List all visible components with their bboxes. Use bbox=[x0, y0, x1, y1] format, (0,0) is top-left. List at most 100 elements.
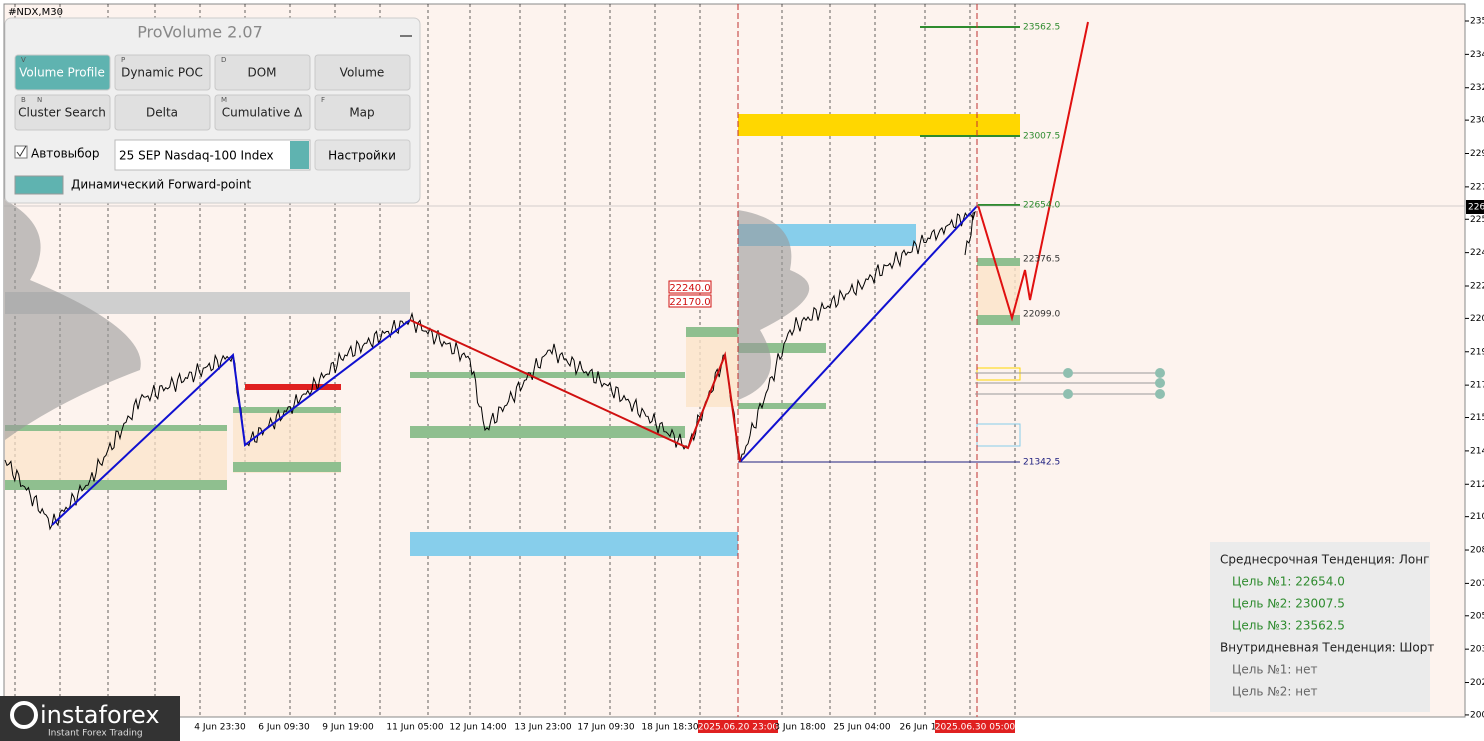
zone bbox=[410, 372, 685, 378]
tool-button-label: Cluster Search bbox=[18, 106, 106, 120]
time-tick-label: 17 Jun 09:30 bbox=[577, 723, 634, 733]
time-tick-label: 13 Jun 23:00 bbox=[514, 723, 571, 733]
hotkey: V bbox=[21, 56, 26, 64]
zone bbox=[738, 114, 1020, 136]
time-tick-label: 11 Jun 05:00 bbox=[386, 723, 443, 733]
info-line: Среднесрочная Тенденция: Лонг bbox=[1220, 553, 1429, 567]
zone bbox=[5, 425, 227, 431]
price-line bbox=[4, 210, 976, 531]
toggle[interactable] bbox=[14, 175, 64, 195]
time-tick-label: 26 Jun 1 bbox=[900, 723, 937, 733]
price-tick-label: 21069.0 bbox=[1470, 512, 1484, 522]
time-tick-label: 18 Jun 18:30 bbox=[641, 723, 698, 733]
time-tick-label: 4 Jun 23:30 bbox=[194, 723, 246, 733]
info-line: Цель №2: нет bbox=[1232, 685, 1317, 699]
price-tick-label: 23089.0 bbox=[1470, 116, 1484, 126]
symbol: #NDX,M30 bbox=[8, 7, 63, 18]
level-box bbox=[668, 294, 712, 308]
time-tick-label: 2025.06.20 23:00 bbox=[698, 723, 779, 733]
price-tick-label: 22584.0 bbox=[1470, 215, 1484, 225]
time-tick-label: 12 Jun 14:00 bbox=[449, 723, 506, 733]
price-tick-label: 22079.0 bbox=[1470, 314, 1484, 324]
tool-button[interactable] bbox=[314, 54, 411, 91]
price-tick-label: 21739.0 bbox=[1470, 381, 1484, 391]
tool-button-label: DOM bbox=[247, 66, 276, 80]
info-line: Цель №2: 23007.5 bbox=[1232, 597, 1345, 611]
hotkey: N bbox=[37, 96, 42, 104]
zone bbox=[5, 292, 410, 314]
hotkey: B bbox=[21, 96, 26, 104]
tool-button-label: Dynamic POC bbox=[121, 66, 203, 80]
zone bbox=[686, 327, 738, 407]
zone bbox=[977, 258, 1020, 266]
volume-profile bbox=[738, 210, 810, 400]
level-label: 21342.5 bbox=[1023, 458, 1060, 468]
zone bbox=[738, 343, 826, 353]
zone bbox=[410, 426, 685, 438]
tool-button-label: Map bbox=[349, 106, 374, 120]
price-tick-label: 20899.0 bbox=[1470, 546, 1484, 556]
info-box bbox=[1210, 542, 1430, 712]
hotkey: F bbox=[321, 96, 325, 104]
zone bbox=[5, 425, 227, 490]
info-line: Внутридневная Тенденция: Шорт bbox=[1220, 641, 1434, 655]
tool-button-label: Delta bbox=[146, 106, 178, 120]
info-line: Цель №3: 23562.5 bbox=[1232, 619, 1345, 633]
zone bbox=[976, 423, 1021, 447]
level-label: 22654.0 bbox=[1023, 201, 1060, 211]
level-labels: 23562.5 23007.5 22654.0 22376.5 22099.0 21342… bbox=[1023, 23, 1060, 468]
level-label: 22170.0 bbox=[669, 297, 710, 308]
tool-button[interactable] bbox=[114, 54, 211, 91]
time-tick-label: 9 Jun 19:00 bbox=[322, 723, 374, 733]
time-highlight bbox=[698, 720, 778, 733]
tool-button-label: Volume Profile bbox=[19, 66, 105, 80]
price-tick-label: 22919.0 bbox=[1470, 149, 1484, 159]
time-tick-label: 25 Jun 04:00 bbox=[833, 723, 890, 733]
instrument-select[interactable] bbox=[114, 139, 311, 171]
trend-line bbox=[409, 319, 741, 463]
hotkey: D bbox=[221, 56, 226, 64]
price-tick-label: 20394.0 bbox=[1470, 645, 1484, 655]
toggle-label: Динамический Forward-point bbox=[71, 178, 251, 192]
tool-button[interactable] bbox=[314, 94, 411, 131]
tool-button[interactable] bbox=[214, 94, 311, 131]
volume-profile bbox=[5, 200, 141, 440]
zone bbox=[245, 384, 341, 390]
tool-button[interactable] bbox=[14, 54, 111, 91]
price-tick-label: 22244.0 bbox=[1470, 282, 1484, 292]
level-label: 23562.5 bbox=[1023, 23, 1060, 33]
settings-button[interactable] bbox=[314, 139, 411, 171]
price-tick-label: 21234.0 bbox=[1470, 480, 1484, 490]
price-axis: 23594.0 23424.0 23254.0 23089.0 22919.0 22749… bbox=[1465, 17, 1484, 720]
price-tick-label: 21404.0 bbox=[1470, 446, 1484, 456]
zone bbox=[5, 480, 227, 490]
tool-button[interactable] bbox=[14, 94, 111, 131]
price-tick-label: 22414.0 bbox=[1470, 248, 1484, 258]
zone bbox=[977, 315, 1020, 325]
trend-line bbox=[739, 204, 979, 463]
panel-title: ProVolume 2.07 bbox=[137, 23, 263, 42]
zone bbox=[233, 462, 341, 472]
price-tick-label: 23424.0 bbox=[1470, 50, 1484, 60]
checkbox-label: Автовыбор bbox=[31, 147, 100, 161]
zone bbox=[686, 327, 738, 337]
trend-line bbox=[51, 319, 411, 526]
tool-button[interactable] bbox=[114, 94, 211, 131]
instrument: 25 SEP Nasdaq-100 Index bbox=[119, 149, 274, 163]
time-tick-label: 3 Jun 18:00 bbox=[774, 723, 826, 733]
price-tick-label: 21909.0 bbox=[1470, 347, 1484, 357]
price-tick-label: 21574.0 bbox=[1470, 413, 1484, 423]
current-price-box bbox=[1466, 200, 1484, 214]
price-tick-label: 22749.0 bbox=[1470, 182, 1484, 192]
info-line: Цель №1: 22654.0 bbox=[1232, 575, 1345, 589]
info-line: Цель №1: нет bbox=[1232, 663, 1317, 677]
level-label: 23007.5 bbox=[1023, 132, 1060, 142]
logo-name: instaforex bbox=[40, 701, 160, 729]
price-tick-label: 20059.0 bbox=[1470, 710, 1484, 720]
settings-label: Настройки bbox=[328, 149, 396, 163]
level-label: 22099.0 bbox=[1023, 310, 1060, 320]
tool-button[interactable] bbox=[214, 54, 311, 91]
tool-button-label: Cumulative Δ bbox=[222, 106, 303, 120]
forecast-line bbox=[977, 21, 1089, 322]
logo-tagline: Instant Forex Trading bbox=[48, 729, 143, 739]
